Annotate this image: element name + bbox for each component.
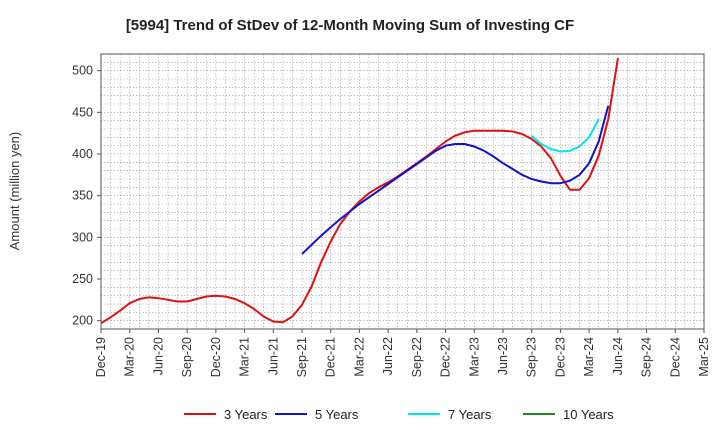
x-tick-label: Mar-20: [123, 337, 137, 377]
x-tick-label: Jun-21: [266, 337, 280, 375]
x-tick-label: Dec-22: [439, 337, 453, 377]
plot-frame: [100, 53, 705, 330]
x-tick-label: Jun-24: [611, 337, 625, 375]
legend-label: 3 Years: [224, 407, 268, 422]
x-ticks: Dec-19 Mar-20 Jun-20 Sep-20 Dec-20 Mar-21 Jun-…: [94, 329, 711, 377]
legend: 3 Years 5 Years 7 Years 10 Years: [184, 407, 614, 422]
x-tick-label: Mar-23: [467, 337, 481, 377]
x-tick-label: Dec-24: [668, 337, 682, 377]
y-tick-label: 200: [72, 314, 93, 328]
series-line-7-years: [531, 118, 600, 153]
y-tick-label: 450: [72, 105, 93, 119]
y-axis-label: Amount (million yen): [7, 132, 22, 251]
legend-label: 10 Years: [563, 407, 614, 422]
series-lines: [100, 58, 619, 325]
y-tick-label: 300: [72, 230, 93, 244]
x-tick-label: Mar-22: [352, 337, 366, 377]
x-tick-label: Sep-24: [640, 337, 654, 377]
x-tick-label: Sep-22: [410, 337, 424, 377]
x-tick-label: Sep-21: [295, 337, 309, 377]
x-tick-label: Dec-20: [209, 337, 223, 377]
series-line-3-years: [100, 58, 619, 325]
legend-label: 5 Years: [315, 407, 359, 422]
x-tick-label: Mar-25: [697, 337, 711, 377]
legend-label: 7 Years: [448, 407, 492, 422]
x-tick-label: Dec-21: [324, 337, 338, 377]
x-tick-label: Mar-21: [238, 337, 252, 377]
y-tick-label: 500: [72, 64, 93, 78]
grid: [101, 54, 704, 329]
y-ticks: 200 250 300 350 400 450 500: [72, 64, 101, 328]
x-tick-label: Sep-20: [180, 337, 194, 377]
y-tick-label: 250: [72, 272, 93, 286]
x-tick-label: Dec-19: [94, 337, 108, 377]
x-tick-label: Dec-23: [553, 337, 567, 377]
x-tick-label: Jun-22: [381, 337, 395, 375]
x-tick-label: Jun-20: [151, 337, 165, 375]
y-tick-label: 350: [72, 189, 93, 203]
x-tick-label: Mar-24: [582, 337, 596, 377]
y-tick-label: 400: [72, 147, 93, 161]
x-tick-label: Jun-23: [496, 337, 510, 375]
x-tick-label: Sep-23: [525, 337, 539, 377]
series-line-5-years: [301, 105, 610, 255]
chart-title: [5994] Trend of StDev of 12-Month Moving…: [126, 17, 574, 34]
